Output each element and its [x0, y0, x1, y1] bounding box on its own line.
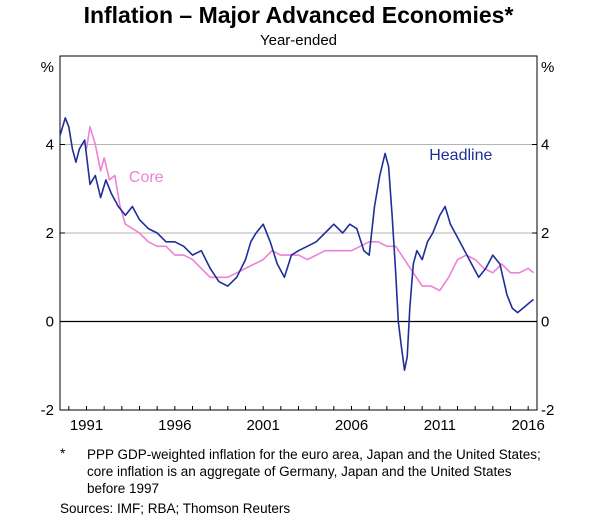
- sources-note: Sources: IMF; RBA; Thomson Reuters: [60, 501, 291, 516]
- x-tick-label: 1996: [158, 417, 191, 434]
- y-tick-label-right: 2: [541, 225, 549, 242]
- y-tick-label-right: 0: [541, 314, 549, 331]
- chart-plot: -2 -2 0 0 2 2 4 4% % 1991 1996 2001 2006 2011 2016 Head…: [41, 55, 554, 434]
- x-tick-label: 2006: [335, 417, 368, 434]
- footnote-text: PPP GDP-weighted inflation for the euro …: [87, 447, 541, 496]
- series-line-headline: [59, 117, 535, 372]
- chart-title: Inflation – Major Advanced Economies*: [83, 2, 514, 28]
- x-tick-label: 2016: [511, 417, 544, 434]
- chart-subtitle: Year-ended: [259, 32, 337, 49]
- y-tick-label-left: 0: [46, 314, 54, 331]
- x-tick-label: 1991: [70, 417, 103, 434]
- footnote-mark: *: [60, 446, 66, 461]
- y-tick-label-left: 2: [46, 225, 54, 242]
- y-tick-label-right: -2: [541, 402, 554, 419]
- series-label-headline: Headline: [429, 147, 492, 164]
- y-tick-label-left: 4: [46, 137, 54, 154]
- series-line-core: [85, 126, 535, 292]
- series-label-core: Core: [129, 169, 164, 186]
- y-unit-label-left: %: [41, 59, 54, 76]
- x-tick-label: 2011: [424, 417, 456, 434]
- y-tick-label-left: -2: [41, 402, 54, 419]
- x-tick-label: 2001: [246, 417, 279, 434]
- y-tick-label-right: 4: [541, 137, 549, 154]
- y-unit-label-right: %: [541, 59, 554, 76]
